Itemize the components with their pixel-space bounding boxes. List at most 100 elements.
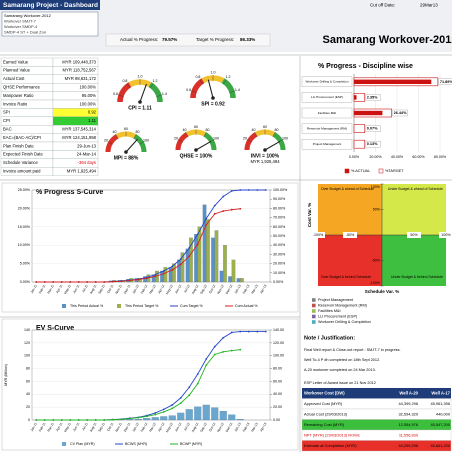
gauge-tick-label: 1.4 bbox=[235, 88, 240, 92]
x-tick-label: 40.00% bbox=[391, 155, 404, 159]
x-tick-label: Dec-11 bbox=[123, 284, 132, 295]
line-point bbox=[154, 413, 157, 416]
x-tick-label: Nov-11 bbox=[114, 284, 123, 295]
kpi-value: MYR 109,448,373 bbox=[62, 59, 96, 64]
kpi-label: Invoice amount paid bbox=[3, 169, 41, 174]
y-tick-label: 80 bbox=[26, 367, 30, 371]
legend-swatch bbox=[312, 320, 316, 324]
gauge-tick bbox=[126, 83, 131, 89]
gauge-tick bbox=[229, 90, 235, 93]
kpi-label: CPI bbox=[3, 118, 10, 123]
line-point bbox=[94, 419, 97, 421]
line-point bbox=[222, 336, 225, 339]
line-point bbox=[247, 189, 250, 191]
kpi-label: EAC=(BAC-AC)/CPI bbox=[3, 135, 41, 140]
x-tick-label: Aug-11 bbox=[89, 422, 98, 433]
bar bbox=[194, 406, 202, 421]
project-list[interactable] bbox=[1, 11, 99, 37]
gauge-tick-label: 40 bbox=[112, 130, 116, 134]
x-tick-label: Jan-11 bbox=[30, 422, 38, 432]
gauge-tick bbox=[156, 94, 162, 97]
bar bbox=[185, 248, 190, 283]
tick-label-bg bbox=[311, 232, 325, 238]
gauge-hub bbox=[138, 100, 142, 104]
project-item: Workover SMJT-7 bbox=[4, 19, 37, 24]
category-label: Facilities M&I bbox=[318, 111, 337, 115]
legend-swatch bbox=[312, 314, 316, 319]
quadrant bbox=[318, 235, 382, 286]
line-point bbox=[179, 258, 182, 260]
x-tick-label: Sep-12 bbox=[199, 284, 208, 295]
gauge-hub bbox=[124, 150, 128, 154]
plot-area bbox=[31, 189, 271, 283]
kpi-value: 100.00% bbox=[79, 85, 96, 90]
gauge-needle bbox=[264, 140, 281, 151]
category-box bbox=[301, 107, 353, 119]
y2-tick-label: 140.00 bbox=[273, 328, 284, 332]
line-point bbox=[222, 195, 225, 198]
gauge-tick bbox=[185, 132, 189, 137]
gauge-tick bbox=[191, 90, 197, 93]
kpi-label: Actual Cost bbox=[3, 76, 25, 81]
line-point bbox=[247, 330, 250, 333]
line-point bbox=[120, 280, 123, 283]
x-tick-label: Aug-12 bbox=[191, 422, 200, 433]
x-tick-label: Jun-12 bbox=[174, 422, 182, 433]
x-tick-label: Feb-13 bbox=[242, 422, 251, 433]
legend-label: %TARGET bbox=[385, 169, 404, 173]
legend-swatch bbox=[312, 303, 316, 308]
x-tick-label: Oct-11 bbox=[106, 284, 114, 294]
line-point bbox=[52, 281, 55, 283]
category-label: Workover Drilling & Completion bbox=[306, 80, 349, 84]
x-tick-label: Sep-11 bbox=[97, 284, 106, 295]
y2-tick-label: 0.00% bbox=[273, 280, 284, 284]
bar bbox=[143, 418, 151, 421]
y-tick-label: 120 bbox=[24, 341, 30, 345]
line-point bbox=[188, 386, 191, 389]
bar bbox=[151, 417, 159, 421]
category-box bbox=[301, 92, 353, 103]
line-point bbox=[239, 348, 242, 351]
legend-label: This Period Actual % bbox=[70, 304, 104, 308]
bar bbox=[197, 226, 202, 283]
note-line: Final Well report & Close-out report : S… bbox=[304, 348, 401, 352]
legend-swatch bbox=[344, 168, 350, 174]
line-point bbox=[162, 408, 165, 411]
y-tick-label: 140 bbox=[24, 328, 30, 332]
gauge-tick-label: 60 bbox=[124, 127, 128, 131]
value-label-box bbox=[365, 125, 381, 132]
table-cell: 45,961,396 bbox=[431, 401, 450, 406]
kpi-label: Schedule Variance bbox=[3, 160, 39, 165]
y2-tick-label: 20.00 bbox=[273, 405, 282, 409]
gauge-tick bbox=[178, 139, 183, 143]
gauge-tick bbox=[118, 94, 124, 97]
x-tick-label: Mar-13 bbox=[250, 422, 259, 433]
line-point bbox=[205, 364, 208, 366]
x-tick-label: Dec-12 bbox=[225, 284, 234, 295]
gauge-tick-label: 1.0 bbox=[138, 74, 143, 78]
y2-tick-label: 20.00% bbox=[273, 262, 286, 266]
category-label: LLI Procurement (ESP) bbox=[311, 95, 343, 99]
notes-title: Note / Justification: bbox=[304, 335, 355, 341]
legend-swatch bbox=[62, 442, 66, 446]
x-tick-label: Jun-11 bbox=[72, 422, 80, 432]
y2-tick-label: 60.00 bbox=[273, 379, 282, 383]
bar bbox=[177, 412, 185, 421]
x-tick-label: 60.00% bbox=[412, 155, 425, 159]
line-point bbox=[171, 407, 174, 410]
bar bbox=[223, 245, 227, 283]
gauge-tick-label: 100 bbox=[213, 136, 219, 140]
line-point bbox=[213, 212, 216, 215]
bar bbox=[236, 278, 241, 283]
line-point bbox=[213, 204, 216, 207]
table-cell: 32,594,329 bbox=[399, 411, 418, 416]
line-point bbox=[222, 350, 225, 353]
bar bbox=[160, 416, 168, 421]
y2-tick-label: 100.00% bbox=[273, 188, 288, 192]
x-tick-label: Feb-12 bbox=[140, 284, 149, 295]
category-label: Reservoir Management (RM) bbox=[307, 126, 347, 130]
x-tick-label: Mar-12 bbox=[148, 422, 157, 433]
gauge-tick-label: 60 bbox=[194, 125, 198, 129]
bar bbox=[202, 204, 207, 283]
bar bbox=[177, 259, 181, 283]
